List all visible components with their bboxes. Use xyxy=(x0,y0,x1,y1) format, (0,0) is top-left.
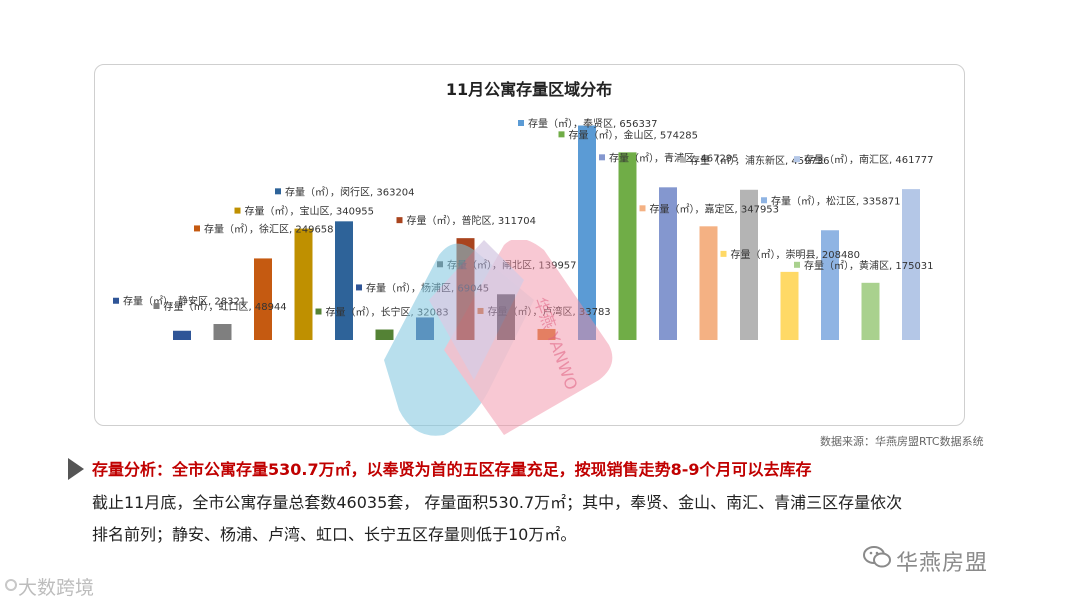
bar-嘉定区 xyxy=(699,226,718,340)
data-label-松江区: 存量（㎡），松江区, 335871 xyxy=(761,194,901,207)
bar-奉贤区 xyxy=(578,125,596,340)
svg-text:存量（㎡），松江区, 335871: 存量（㎡），松江区, 335871 xyxy=(771,194,901,207)
data-label-宝山区: 存量（㎡），宝山区, 340955 xyxy=(234,205,375,218)
bar-浦东新区 xyxy=(740,189,758,340)
bar-宝山区 xyxy=(294,228,313,340)
bullet-arrow-icon xyxy=(68,458,84,480)
analysis-body-line-2: 排名前列；静安、杨浦、卢湾、虹口、长宁五区存量则低于10万㎡。 xyxy=(92,525,577,544)
svg-text:存量（㎡），青浦区, 467295: 存量（㎡），青浦区, 467295 xyxy=(609,151,739,164)
svg-text:存量（㎡），金山区, 574285: 存量（㎡），金山区, 574285 xyxy=(569,128,699,141)
chart-title: 11月公寓存量区域分布 xyxy=(446,80,612,99)
bar-静安区 xyxy=(173,330,191,340)
bar-松江区 xyxy=(821,230,839,340)
svg-text:存量（㎡），虹口区, 48944: 存量（㎡），虹口区, 48944 xyxy=(164,300,287,313)
svg-text:存量（㎡），徐汇区, 249658: 存量（㎡），徐汇区, 249658 xyxy=(204,222,334,235)
bar-长宁区 xyxy=(375,329,394,340)
svg-text:存量（㎡），闵行区, 363204: 存量（㎡），闵行区, 363204 xyxy=(285,185,415,198)
svg-text:存量（㎡），崇明县, 208480: 存量（㎡），崇明县, 208480 xyxy=(731,248,861,261)
bar-南汇区 xyxy=(902,189,920,340)
data-label-崇明县: 存量（㎡），崇明县, 208480 xyxy=(720,248,861,261)
data-label-虹口区: 存量（㎡），虹口区, 48944 xyxy=(153,300,287,313)
brand-name: 华燕房盟 xyxy=(896,551,989,576)
svg-text:存量（㎡），普陀区, 311704: 存量（㎡），普陀区, 311704 xyxy=(407,214,537,227)
data-label-青浦区: 存量（㎡），青浦区, 467295 xyxy=(599,151,739,164)
data-source-note: 数据来源：华燕房盟RTC数据系统 xyxy=(820,435,984,448)
svg-text:存量（㎡），南汇区, 461777: 存量（㎡），南汇区, 461777 xyxy=(804,153,934,166)
svg-text:存量（㎡），黄浦区, 175031: 存量（㎡），黄浦区, 175031 xyxy=(804,259,934,272)
bars-group xyxy=(173,125,920,340)
data-label-嘉定区: 存量（㎡），嘉定区, 347953 xyxy=(639,202,780,215)
data-label-奉贤区: 存量（㎡），奉贤区, 656337 xyxy=(518,117,658,130)
svg-text:存量（㎡），嘉定区, 347953: 存量（㎡），嘉定区, 347953 xyxy=(650,202,780,215)
svg-text:存量（㎡），奉贤区, 656337: 存量（㎡），奉贤区, 656337 xyxy=(528,117,658,130)
wechat-icon xyxy=(863,546,891,568)
bar-虹口区 xyxy=(213,324,232,340)
data-label-闵行区: 存量（㎡），闵行区, 363204 xyxy=(275,185,415,198)
bar-闵行区 xyxy=(335,221,353,340)
footer-tag: 大数跨境 xyxy=(18,577,95,599)
bar-黄浦区 xyxy=(861,282,880,340)
data-label-徐汇区: 存量（㎡），徐汇区, 249658 xyxy=(194,222,334,235)
bar-卢湾区 xyxy=(537,328,556,340)
data-label-金山区: 存量（㎡），金山区, 574285 xyxy=(558,128,699,141)
data-label-黄浦区: 存量（㎡），黄浦区, 175031 xyxy=(794,259,934,272)
bar-青浦区 xyxy=(659,187,677,340)
watermark-logo: 华燕 YANWO xyxy=(384,240,613,436)
bar-崇明县 xyxy=(780,271,799,340)
data-label-普陀区: 存量（㎡），普陀区, 311704 xyxy=(396,214,537,227)
bar-金山区 xyxy=(618,152,637,340)
analysis-body-line-1: 截止11月底，全市公寓存量总套数46035套， 存量面积530.7万㎡；其中，奉… xyxy=(92,493,903,512)
data-label-南汇区: 存量（㎡），南汇区, 461777 xyxy=(794,153,934,166)
bar-徐汇区 xyxy=(254,258,272,340)
logo-icon xyxy=(5,579,17,591)
chart-panel: 11月公寓存量区域分布 存量（㎡），静安区, 28321 存量（㎡），虹口区, 4… xyxy=(94,64,965,426)
svg-text:存量（㎡），宝山区, 340955: 存量（㎡），宝山区, 340955 xyxy=(245,205,375,218)
analysis-title: 存量分析：全市公寓存量530.7万㎡，以奉贤为首的五区存量充足，按现销售走势8-… xyxy=(92,460,812,479)
